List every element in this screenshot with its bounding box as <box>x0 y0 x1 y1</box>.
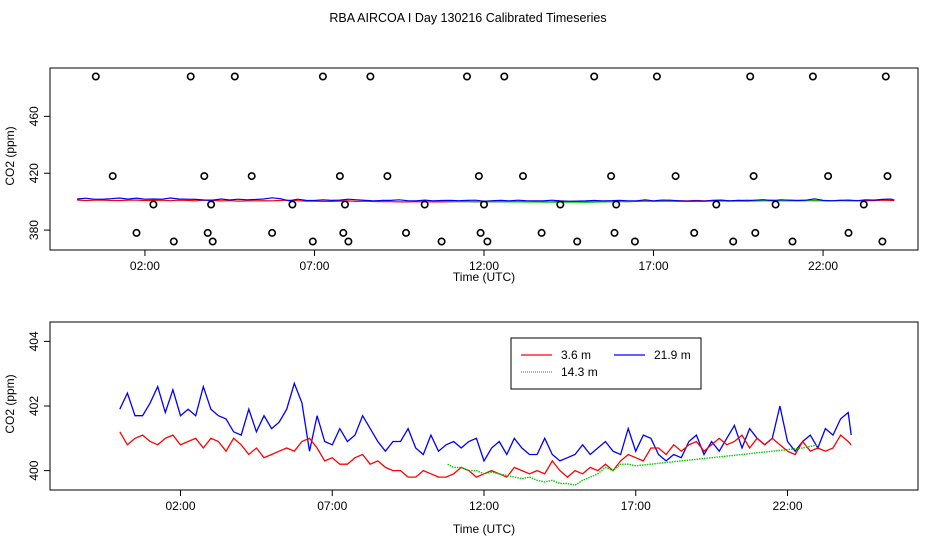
calibration-point <box>808 72 817 81</box>
calibration-point <box>712 200 721 209</box>
calibration-point <box>500 72 509 81</box>
calibration-point <box>230 72 239 81</box>
calibration-point <box>203 228 212 237</box>
top-x-tick-label: 07:00 <box>299 259 329 273</box>
top-x-tick-label: 12:00 <box>469 259 499 273</box>
calibration-point <box>537 228 546 237</box>
calibration-point <box>652 72 661 81</box>
calibration-point <box>132 228 141 237</box>
calibration-point <box>518 172 527 181</box>
calibration-point <box>671 172 680 181</box>
calibration-point <box>590 72 599 81</box>
top-x-tick-label: 22:00 <box>808 259 838 273</box>
chart-title: RBA AIRCOA I Day 130216 Calibrated Times… <box>329 11 606 25</box>
bottom-panel: 02:00 07:00 12:00 17:00 22:00 400 402 404 Time … <box>3 321 919 536</box>
calibration-point <box>247 172 256 181</box>
bottom-plot-frame <box>49 321 919 491</box>
calibration-point <box>824 172 833 181</box>
bottom-y-axis-label: CO2 (ppm) <box>3 374 17 433</box>
calibration-point <box>476 228 485 237</box>
calibration-point <box>607 172 616 181</box>
calibration-point <box>610 228 619 237</box>
calibration-point <box>149 200 158 209</box>
calibration-point <box>383 172 392 181</box>
top-x-tick-label: 02:00 <box>130 259 160 273</box>
calibration-point <box>479 200 488 209</box>
calibration-point <box>612 200 621 209</box>
calibration-point <box>344 237 353 246</box>
calibration-point <box>108 172 117 181</box>
bottom-x-tick-label: 17:00 <box>621 499 651 513</box>
top-series-blue-line <box>77 197 895 202</box>
calibration-point <box>207 200 216 209</box>
top-y-tick-label: 420 <box>27 163 41 183</box>
calibration-point <box>339 228 348 237</box>
series-3-6m-line <box>119 431 852 478</box>
top-series-lines <box>77 197 895 203</box>
top-calibration-points <box>91 72 892 246</box>
calibration-point <box>878 237 887 246</box>
calibration-point <box>556 200 565 209</box>
calibration-point <box>462 72 471 81</box>
top-y-tick-label: 380 <box>27 220 41 240</box>
series-21-9m-line <box>119 381 852 463</box>
bottom-y-tick-label: 402 <box>27 396 41 416</box>
calibration-point <box>746 72 755 81</box>
calibration-point <box>401 228 410 237</box>
calibration-point <box>437 237 446 246</box>
top-y-tick-label: 460 <box>27 106 41 126</box>
legend-label-21-9m: 21.9 m <box>654 348 691 362</box>
bottom-y-tick-label: 400 <box>27 460 41 480</box>
bottom-x-tick-label: 02:00 <box>165 499 195 513</box>
calibration-point <box>200 172 209 181</box>
top-x-tick-label: 17:00 <box>639 259 669 273</box>
bottom-x-axis-label: Time (UTC) <box>453 522 515 536</box>
calibration-point <box>690 228 699 237</box>
top-x-axis-label: Time (UTC) <box>453 270 515 284</box>
calibration-point <box>288 200 297 209</box>
bottom-x-tick-label: 22:00 <box>772 499 802 513</box>
calibration-point <box>771 200 780 209</box>
series-14-3m-line <box>447 444 818 486</box>
bottom-x-tick-label: 12:00 <box>469 499 499 513</box>
calibration-point <box>751 228 760 237</box>
calibration-point <box>420 200 429 209</box>
calibration-point <box>749 172 758 181</box>
top-panel: 02:00 07:00 12:00 17:00 22:00 380 420 460 Time … <box>3 67 919 284</box>
calibration-point <box>91 72 100 81</box>
calibration-point <box>630 237 639 246</box>
calibration-point <box>366 72 375 81</box>
legend-label-3-6m: 3.6 m <box>561 348 591 362</box>
top-y-axis-label: CO2 (ppm) <box>3 126 17 185</box>
calibration-point <box>881 72 890 81</box>
calibration-point <box>883 172 892 181</box>
calibration-point <box>859 200 868 209</box>
calibration-point <box>208 237 217 246</box>
calibration-point <box>318 72 327 81</box>
calibration-point <box>340 200 349 209</box>
calibration-point <box>335 172 344 181</box>
calibration-point <box>308 237 317 246</box>
calibration-point <box>729 237 738 246</box>
bottom-series-lines <box>119 381 852 486</box>
legend: 3.6 m 21.9 m 14.3 m <box>510 337 702 390</box>
top-series-green-line <box>443 199 858 203</box>
top-plot-frame <box>49 67 919 251</box>
bottom-axes: 02:00 07:00 12:00 17:00 22:00 400 402 404 <box>27 331 803 513</box>
calibration-point <box>268 228 277 237</box>
bottom-y-tick-label: 404 <box>27 331 41 351</box>
calibration-point <box>573 237 582 246</box>
legend-box <box>510 337 702 390</box>
calibration-point <box>169 237 178 246</box>
calibration-point <box>788 237 797 246</box>
legend-label-14-3m: 14.3 m <box>561 365 598 379</box>
calibration-point <box>186 72 195 81</box>
calibration-point <box>474 172 483 181</box>
calibration-point <box>844 228 853 237</box>
bottom-x-tick-label: 07:00 <box>317 499 347 513</box>
calibration-point <box>483 237 492 246</box>
top-axes: 02:00 07:00 12:00 17:00 22:00 380 420 460 <box>27 106 838 273</box>
